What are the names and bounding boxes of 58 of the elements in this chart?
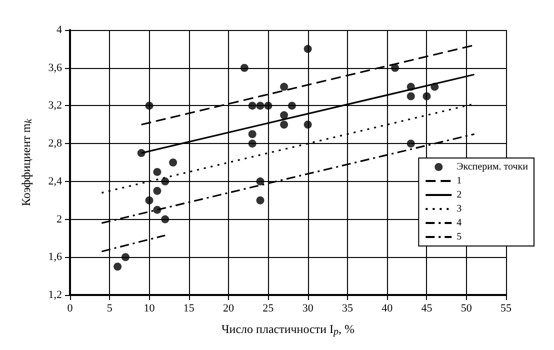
point [145, 102, 154, 110]
point [114, 262, 122, 271]
x-tick-label: 55 [500, 302, 512, 314]
point [153, 186, 162, 195]
legend-label: 1 [456, 176, 462, 186]
y-tick-label: 4 [56, 24, 62, 36]
point [406, 140, 415, 148]
y-tick-label: 2,8 [48, 138, 62, 150]
legend-label: 5 [456, 232, 462, 242]
point [406, 92, 415, 100]
point [153, 168, 162, 176]
point [256, 177, 264, 186]
point [256, 102, 264, 110]
point [264, 102, 272, 110]
x-tick-label: 25 [262, 302, 274, 314]
x-tick-label: 10 [144, 302, 156, 314]
legend-label: 2 [456, 190, 462, 200]
x-tick-label: 30 [302, 302, 314, 314]
point [280, 82, 288, 91]
y-axis-title: Коэффициент mk [19, 118, 34, 206]
x-tick-label: 0 [67, 302, 74, 314]
point [430, 82, 439, 91]
point [248, 140, 256, 148]
point [161, 177, 170, 186]
point [122, 253, 130, 262]
point [169, 158, 178, 166]
point [248, 130, 256, 138]
x-tick-label: 40 [382, 302, 394, 314]
legend-label: 3 [456, 204, 462, 214]
x-tick-label: 50 [460, 302, 472, 314]
x-tick-label: 20 [223, 302, 235, 314]
point [240, 64, 248, 72]
point [280, 111, 288, 120]
point [153, 206, 162, 214]
legend-label: 4 [456, 218, 462, 228]
point [256, 196, 264, 204]
y-tick-label: 3,2 [48, 100, 62, 112]
x-tick-label: 35 [342, 302, 354, 314]
point [145, 196, 154, 204]
y-tick-label: 3,6 [48, 62, 62, 74]
point [161, 215, 170, 224]
x-tick-label: 5 [106, 302, 113, 314]
y-tick-label: 2,4 [48, 175, 62, 188]
point [248, 102, 256, 110]
x-tick-label: 15 [183, 302, 195, 314]
point [422, 92, 431, 100]
point [391, 64, 400, 72]
point [280, 120, 288, 129]
point [406, 82, 415, 91]
point [304, 44, 312, 53]
x-tick-label: 45 [421, 302, 433, 314]
legend-label: Эксперим. точки [456, 162, 529, 172]
y-tick-label: 1,6 [48, 251, 62, 264]
y-tick-label: 1,2 [48, 289, 62, 301]
y-tick-label: 2 [56, 213, 62, 226]
point [137, 149, 146, 158]
point [288, 102, 296, 110]
point [304, 120, 312, 129]
